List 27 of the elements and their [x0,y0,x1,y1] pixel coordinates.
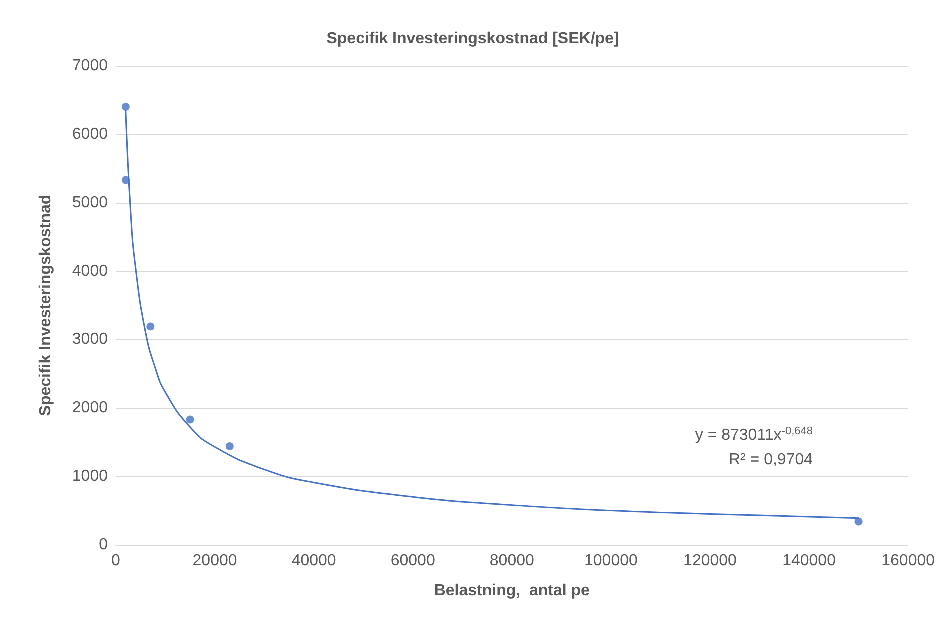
y-axis-title: Specifik Investeringskostnad [38,194,54,416]
y-tick-label: 6000 [72,126,108,143]
y-tick-label: 5000 [72,194,108,212]
x-tick-label: 100000 [584,552,638,570]
y-tick-label: 1000 [72,468,108,486]
y-tick-label: 2000 [72,400,108,417]
x-tick-label: 60000 [390,552,436,570]
point [122,103,130,112]
x-tick-label: 120000 [684,552,738,570]
y-tick-label: 0 [99,536,108,554]
point [122,176,130,184]
point [186,416,194,424]
x-tick-label: 40000 [292,552,336,570]
x-tick-label: 140000 [782,552,836,570]
y-tick-label: 4000 [72,262,108,280]
x-tick-label: 80000 [490,552,534,570]
x-tick-label: 0 [112,552,121,570]
y-tick-label: 7000 [72,58,108,74]
x-tick-label: 20000 [192,552,238,570]
y-tick-label: 3000 [72,331,108,348]
chart-title: Specifik Investeringskostnad [SEK/pe] [326,30,620,48]
point [854,518,863,526]
point [226,442,234,450]
annotation: R² = 0,9704 [728,452,814,468]
x-tick-label: 160000 [882,552,936,570]
point [146,322,155,331]
x-axis-title: Belastning, antal pe [434,582,590,600]
